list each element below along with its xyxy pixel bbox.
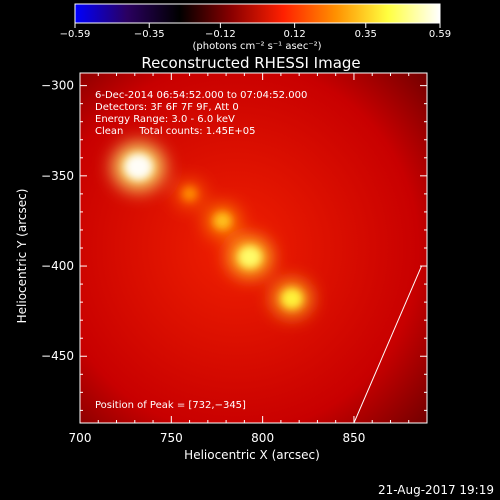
y-tick-label: −350 (41, 169, 74, 183)
y-tick-label: −450 (41, 349, 74, 363)
colorbar-tick-label: −0.35 (134, 29, 165, 40)
colorbar-tick-label: 0.59 (429, 29, 451, 40)
sources-core (124, 153, 303, 309)
colorbar-tick-label: −0.59 (60, 29, 91, 40)
source-core (238, 246, 262, 268)
x-tick-label: 750 (160, 431, 183, 445)
annotation-line: 6-Dec-2014 06:54:52.000 to 07:04:52.000 (95, 90, 307, 101)
annotation-line: Energy Range: 3.0 - 6.0 keV (95, 114, 235, 125)
y-axis-label: Heliocentric Y (arcsec) (15, 189, 29, 324)
colorbar (74, 3, 441, 24)
source-core (281, 288, 303, 309)
annotation-line: Clean Total counts: 1.45E+05 (95, 126, 255, 137)
colorbar-tick-label: 0.12 (283, 29, 305, 40)
x-tick-label: 800 (251, 431, 274, 445)
y-tick-label: −300 (41, 79, 74, 93)
heatmap-image (80, 73, 427, 423)
colorbar-tick-label: 0.35 (355, 29, 377, 40)
source-core (182, 186, 197, 201)
colorbar-unit-label: (photons cm⁻² s⁻¹ asec⁻²) (192, 41, 321, 52)
colorbar-tick-label: −0.12 (205, 29, 236, 40)
source-core (213, 212, 232, 230)
x-tick-label: 850 (342, 431, 365, 445)
chart-title: Reconstructed RHESSI Image (141, 54, 360, 72)
source-core (124, 153, 153, 180)
peak-position-label: Position of Peak = [732,−345] (95, 400, 246, 411)
x-tick-label: 700 (69, 431, 92, 445)
annotation-line: Detectors: 3F 6F 7F 9F, Att 0 (95, 102, 239, 113)
colorbar-ticks: −0.59 −0.35 −0.12 0.12 0.35 0.59 (60, 23, 451, 40)
y-tick-label: −400 (41, 259, 74, 273)
solar-limb-line (353, 265, 422, 423)
axis-ticks: 700 750 800 850 −300 −350 −400 −450 (41, 73, 427, 445)
x-axis-label: Heliocentric X (arcsec) (184, 448, 320, 462)
annotations: 6-Dec-2014 06:54:52.000 to 07:04:52.000D… (95, 90, 307, 137)
footer-timestamp: 21-Aug-2017 19:19 (378, 483, 494, 497)
